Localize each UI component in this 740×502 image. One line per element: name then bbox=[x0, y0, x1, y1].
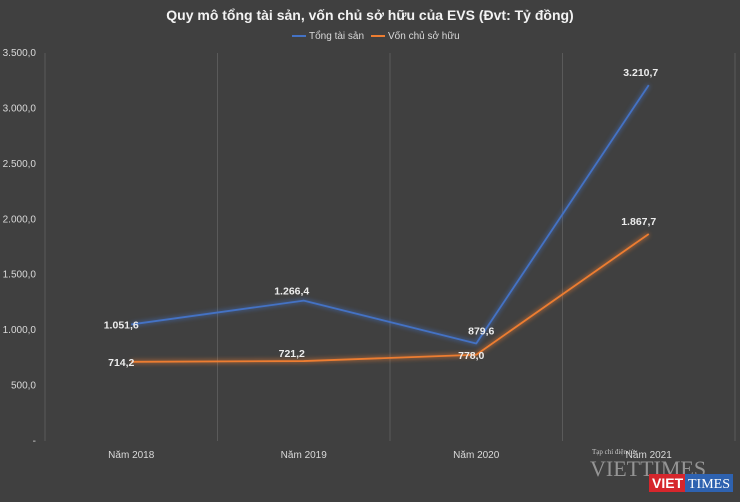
y-tick-label: 2.000,0 bbox=[3, 214, 37, 225]
legend-label: Tổng tài sản bbox=[309, 30, 364, 42]
y-tick-label: 3.500,0 bbox=[3, 48, 37, 59]
series-line bbox=[131, 84, 650, 345]
series-layer: 1.051,6 1.266,4 879,6 3.210,7 714,2 721,2 778,… bbox=[104, 67, 659, 369]
y-tick-label: 3.000,0 bbox=[3, 103, 37, 114]
y-tick-label: 1.500,0 bbox=[3, 270, 37, 281]
x-tick-label: Năm 2019 bbox=[281, 450, 328, 461]
data-label: 714,2 bbox=[108, 357, 134, 369]
data-label: 879,6 bbox=[468, 325, 494, 337]
series-1: 1.051,6 1.266,4 879,6 3.210,7 bbox=[104, 67, 658, 346]
x-tick-label: Năm 2018 bbox=[108, 450, 155, 461]
data-label: 1.266,4 bbox=[274, 286, 309, 298]
y-tick-label: - bbox=[33, 436, 36, 447]
data-label: 1.051,6 bbox=[104, 319, 139, 331]
watermark-red-box bbox=[649, 474, 685, 492]
x-axis: Năm 2018 Năm 2019 Năm 2020 Năm 2021 bbox=[108, 450, 672, 461]
x-tick-label: Năm 2021 bbox=[626, 450, 673, 461]
data-label: 721,2 bbox=[279, 348, 305, 360]
legend: Tổng tài sản Vốn chủ sở hữu bbox=[292, 30, 460, 42]
data-label: 778,0 bbox=[458, 350, 484, 362]
watermark-blue-box bbox=[685, 474, 733, 492]
y-tick-label: 1.000,0 bbox=[3, 325, 37, 336]
watermark-viet: VIET bbox=[652, 475, 684, 491]
legend-label: Vốn chủ sở hữu bbox=[388, 30, 460, 42]
y-tick-label: 500,0 bbox=[11, 381, 36, 392]
watermark-logo: Tạp chí điện tử VIETTIMES VIET TIMES bbox=[590, 448, 733, 492]
data-label: 3.210,7 bbox=[623, 67, 658, 79]
y-tick-label: 2.500,0 bbox=[3, 159, 37, 170]
watermark-subtitle: Tạp chí điện tử bbox=[592, 448, 635, 456]
series-2: 714,2 721,2 778,0 1.867,7 bbox=[108, 216, 656, 369]
x-tick-label: Năm 2020 bbox=[453, 450, 500, 461]
watermark-times: TIMES bbox=[688, 477, 730, 492]
data-label: 1.867,7 bbox=[621, 216, 656, 228]
series-line bbox=[131, 233, 650, 363]
y-axis: - 500,0 1.000,0 1.500,0 2.000,0 2.500,0 3.000,… bbox=[3, 48, 37, 447]
grid bbox=[44, 53, 736, 441]
chart-title: Quy mô tổng tài sản, vốn chủ sở hữu của … bbox=[166, 7, 573, 23]
